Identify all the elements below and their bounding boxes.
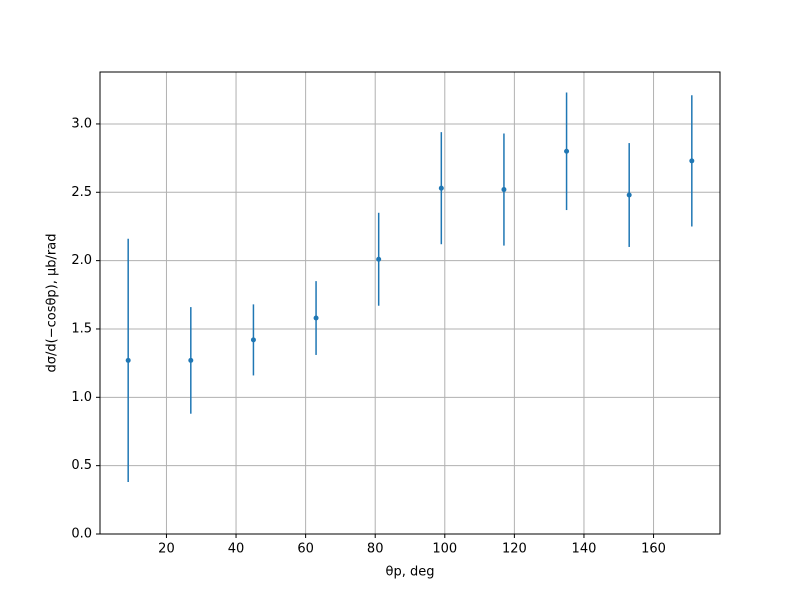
y-tick-label: 0.0 [71,527,92,542]
y-tick-label: 2.0 [71,253,92,268]
x-tick-label: 120 [502,542,527,557]
x-tick-label: 140 [572,542,597,557]
y-axis-label: dσ/d(−cosθp), μb/rad [45,234,60,373]
x-tick-label: 20 [158,542,175,557]
x-tick-label: 100 [432,542,457,557]
x-tick-label: 160 [641,542,666,557]
data-point [125,357,131,363]
data-point [188,357,194,363]
y-tick-label: 1.5 [71,321,92,336]
data-point [564,148,570,154]
y-tick-label: 3.0 [71,116,92,131]
data-point [376,256,382,262]
y-tick-label: 0.5 [71,458,92,473]
y-tick-label: 2.5 [71,185,92,200]
x-tick-label: 60 [297,542,314,557]
data-point [626,192,632,198]
x-tick-label: 40 [228,542,245,557]
axes-frame [99,71,721,535]
data-point [250,337,256,343]
y-tick-label: 1.0 [71,390,92,405]
x-tick-label: 80 [367,542,384,557]
data-point [689,158,695,164]
data-point [313,315,319,321]
data-point [501,187,507,193]
x-axis-label: θp, deg [386,565,435,580]
data-point [438,185,444,191]
